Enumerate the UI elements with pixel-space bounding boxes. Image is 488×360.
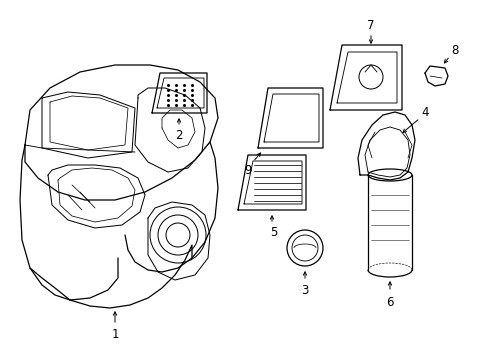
Text: 5: 5 xyxy=(270,225,277,239)
Text: 4: 4 xyxy=(420,105,428,118)
Text: 2: 2 xyxy=(175,129,183,141)
Text: 6: 6 xyxy=(386,296,393,309)
Text: 8: 8 xyxy=(450,44,458,57)
Text: 3: 3 xyxy=(301,284,308,297)
Text: 7: 7 xyxy=(366,18,374,32)
Text: 9: 9 xyxy=(244,163,251,176)
Text: 1: 1 xyxy=(111,328,119,342)
